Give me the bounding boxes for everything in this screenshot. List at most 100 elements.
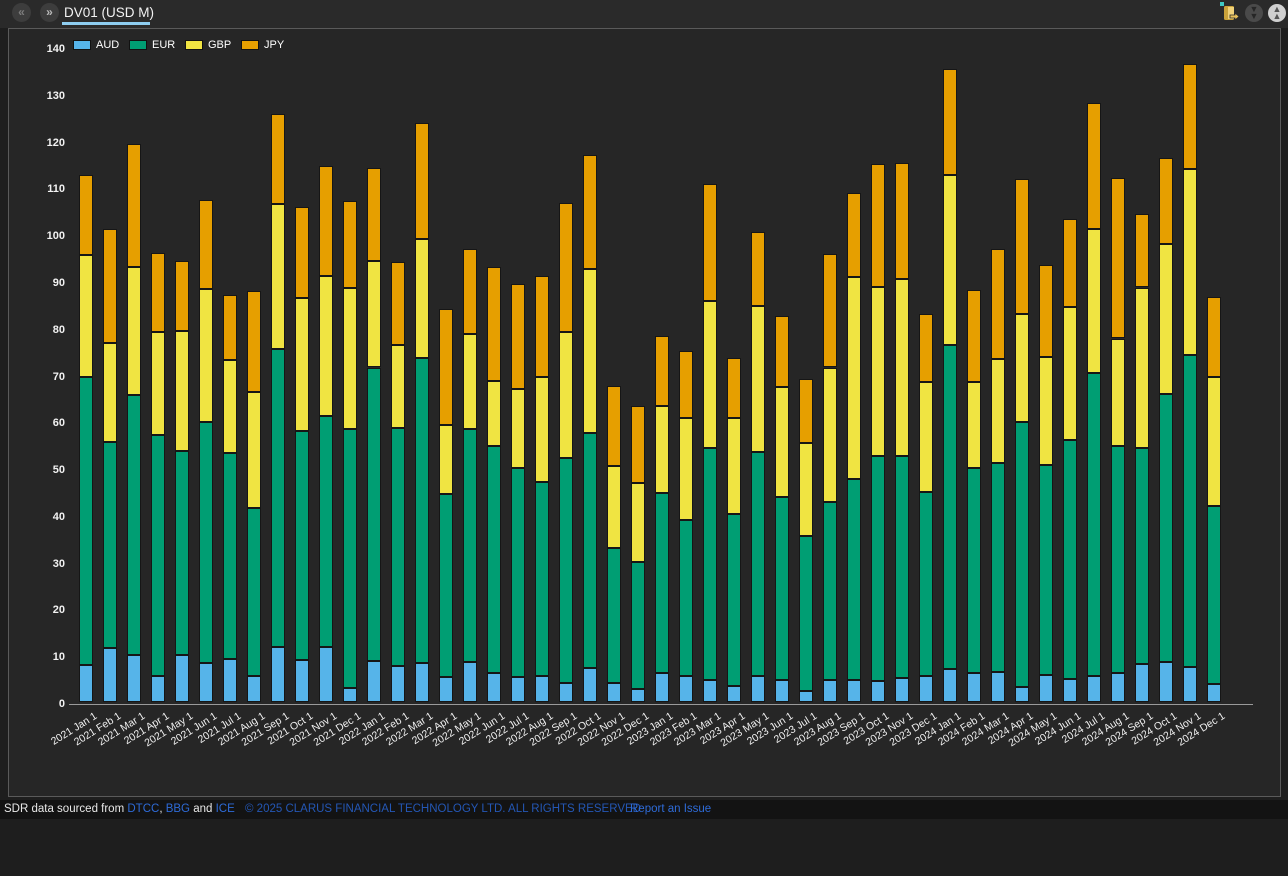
bar-segment-aud[interactable] xyxy=(655,673,669,702)
bar-segment-gbp[interactable] xyxy=(607,466,621,549)
bar-segment-eur[interactable] xyxy=(871,456,885,681)
bar-segment-aud[interactable] xyxy=(103,648,117,702)
bar-segment-eur[interactable] xyxy=(895,456,909,679)
bar-segment-aud[interactable] xyxy=(247,676,261,702)
bar-segment-gbp[interactable] xyxy=(295,298,309,431)
bar-segment-eur[interactable] xyxy=(631,562,645,689)
bar-segment-eur[interactable] xyxy=(535,482,549,677)
bar-segment-gbp[interactable] xyxy=(919,382,933,493)
bar-segment-gbp[interactable] xyxy=(1087,228,1101,374)
bar-segment-jpy[interactable] xyxy=(103,229,117,343)
bar-segment-eur[interactable] xyxy=(991,462,1005,672)
bar-segment-eur[interactable] xyxy=(79,376,93,665)
bar-segment-eur[interactable] xyxy=(295,430,309,660)
bar-segment-jpy[interactable] xyxy=(655,335,669,407)
bar-segment-aud[interactable] xyxy=(1063,679,1077,702)
bar-segment-jpy[interactable] xyxy=(1087,103,1101,229)
bar-segment-jpy[interactable] xyxy=(535,276,549,378)
legend-item-eur[interactable]: EUR xyxy=(129,39,181,51)
bar-segment-eur[interactable] xyxy=(655,492,669,673)
bar-segment-aud[interactable] xyxy=(991,671,1005,702)
bar-segment-gbp[interactable] xyxy=(271,204,285,350)
bar-segment-aud[interactable] xyxy=(943,669,957,702)
bar-segment-jpy[interactable] xyxy=(1159,158,1173,244)
bar-segment-eur[interactable] xyxy=(1063,439,1077,680)
bar-segment-aud[interactable] xyxy=(487,672,501,702)
bar-segment-jpy[interactable] xyxy=(799,379,813,443)
bar-segment-aud[interactable] xyxy=(799,691,813,702)
bar-segment-gbp[interactable] xyxy=(895,278,909,457)
legend-item-jpy[interactable]: JPY xyxy=(241,39,293,51)
bar-segment-jpy[interactable] xyxy=(631,405,645,484)
bar-segment-aud[interactable] xyxy=(511,677,525,702)
bar-segment-aud[interactable] xyxy=(1111,673,1125,702)
bar-segment-eur[interactable] xyxy=(919,492,933,677)
bar-segment-jpy[interactable] xyxy=(583,155,597,270)
bar-segment-eur[interactable] xyxy=(679,520,693,676)
bar-segment-eur[interactable] xyxy=(823,501,837,681)
bar-segment-gbp[interactable] xyxy=(943,175,957,346)
bar-segment-jpy[interactable] xyxy=(871,163,885,287)
legend-item-aud[interactable]: AUD xyxy=(73,39,125,51)
bar-segment-gbp[interactable] xyxy=(991,359,1005,463)
bar-segment-aud[interactable] xyxy=(199,663,213,702)
bar-segment-gbp[interactable] xyxy=(319,276,333,416)
bar-segment-eur[interactable] xyxy=(1183,354,1197,668)
bar-segment-gbp[interactable] xyxy=(1135,287,1149,448)
bar-segment-jpy[interactable] xyxy=(367,168,381,261)
bar-segment-jpy[interactable] xyxy=(1183,64,1197,170)
bar-segment-jpy[interactable] xyxy=(199,200,213,289)
collapse-all-icon[interactable]: ▼ ▼ xyxy=(1245,4,1263,22)
bar-segment-eur[interactable] xyxy=(463,428,477,662)
bar-segment-eur[interactable] xyxy=(439,493,453,678)
bar-segment-gbp[interactable] xyxy=(1183,169,1197,355)
bar-segment-gbp[interactable] xyxy=(103,342,117,442)
bar-segment-gbp[interactable] xyxy=(415,238,429,359)
bar-segment-aud[interactable] xyxy=(223,658,237,702)
bar-segment-gbp[interactable] xyxy=(1207,377,1221,507)
bar-segment-aud[interactable] xyxy=(727,685,741,702)
bar-segment-jpy[interactable] xyxy=(439,309,453,426)
bar-segment-eur[interactable] xyxy=(847,478,861,681)
ice-link[interactable]: ICE xyxy=(215,803,235,815)
bar-segment-eur[interactable] xyxy=(319,415,333,647)
bar-segment-eur[interactable] xyxy=(1135,447,1149,665)
bar-segment-aud[interactable] xyxy=(367,660,381,702)
bar-segment-gbp[interactable] xyxy=(511,389,525,469)
bar-segment-aud[interactable] xyxy=(175,655,189,702)
bar-segment-jpy[interactable] xyxy=(247,290,261,393)
bar-segment-gbp[interactable] xyxy=(631,483,645,563)
bar-segment-eur[interactable] xyxy=(343,428,357,689)
bar-segment-gbp[interactable] xyxy=(391,345,405,429)
bar-segment-jpy[interactable] xyxy=(175,260,189,332)
bar-segment-jpy[interactable] xyxy=(991,249,1005,360)
bar-segment-aud[interactable] xyxy=(1087,676,1101,702)
bar-segment-aud[interactable] xyxy=(391,665,405,702)
bar-segment-eur[interactable] xyxy=(751,452,765,677)
bar-segment-aud[interactable] xyxy=(823,680,837,702)
bar-segment-eur[interactable] xyxy=(1015,422,1029,687)
bar-segment-gbp[interactable] xyxy=(871,286,885,457)
bar-segment-eur[interactable] xyxy=(271,349,285,647)
bar-segment-aud[interactable] xyxy=(775,680,789,702)
bar-segment-jpy[interactable] xyxy=(127,143,141,268)
tab-dv01[interactable]: DV01 (USD M) xyxy=(64,5,155,20)
bar-segment-gbp[interactable] xyxy=(535,377,549,483)
bar-segment-aud[interactable] xyxy=(1159,662,1173,702)
bar-segment-gbp[interactable] xyxy=(967,381,981,469)
bar-segment-aud[interactable] xyxy=(1135,664,1149,702)
bar-segment-jpy[interactable] xyxy=(487,267,501,381)
bar-segment-eur[interactable] xyxy=(799,536,813,692)
bar-segment-eur[interactable] xyxy=(1159,394,1173,663)
bar-segment-aud[interactable] xyxy=(439,677,453,702)
bar-segment-aud[interactable] xyxy=(751,676,765,702)
bar-segment-aud[interactable] xyxy=(631,688,645,702)
bar-segment-jpy[interactable] xyxy=(1111,177,1125,339)
bar-segment-gbp[interactable] xyxy=(751,305,765,453)
bar-segment-eur[interactable] xyxy=(415,358,429,663)
bar-segment-gbp[interactable] xyxy=(703,300,717,449)
bar-segment-jpy[interactable] xyxy=(895,163,909,279)
bar-segment-jpy[interactable] xyxy=(1039,265,1053,358)
bar-segment-jpy[interactable] xyxy=(319,166,333,277)
bar-segment-aud[interactable] xyxy=(871,680,885,702)
